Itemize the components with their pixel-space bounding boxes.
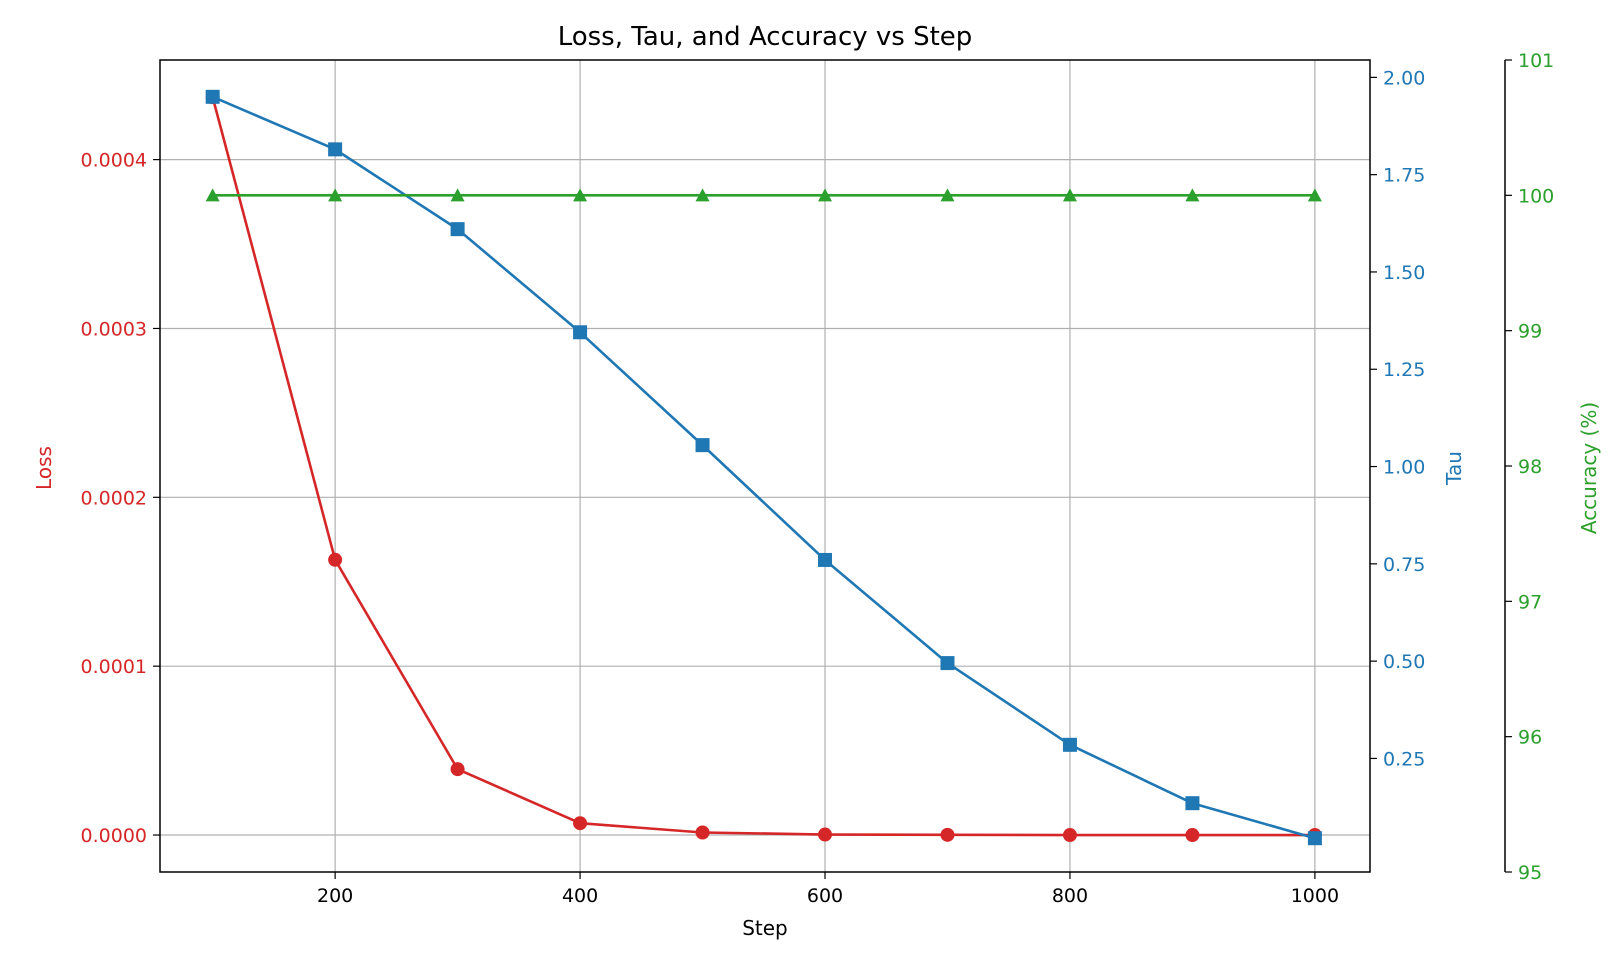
loss-point xyxy=(328,552,343,567)
loss-tick-label: 0.0003 xyxy=(81,318,147,340)
tau-point xyxy=(328,142,343,157)
tau-tick-label: 0.25 xyxy=(1383,748,1425,770)
chart-title: Loss, Tau, and Accuracy vs Step xyxy=(558,22,973,52)
tau-point xyxy=(818,552,833,567)
accuracy-tick-label: 96 xyxy=(1518,727,1542,749)
x-tick-label: 1000 xyxy=(1291,885,1339,907)
loss-tick-label: 0.0000 xyxy=(81,825,147,847)
loss-axis-label: Loss xyxy=(32,446,56,490)
loss-point xyxy=(450,762,465,777)
accuracy-tick-label: 100 xyxy=(1518,185,1554,207)
loss-tick-label: 0.0001 xyxy=(81,656,147,678)
tau-point xyxy=(1062,737,1077,752)
tau-tick-label: 1.25 xyxy=(1383,359,1425,381)
plot-frame xyxy=(159,59,1371,873)
grid xyxy=(160,60,1370,872)
x-tick-label: 200 xyxy=(317,885,353,907)
accuracy-point xyxy=(328,188,343,202)
accuracy-point xyxy=(1062,188,1077,202)
loss-point xyxy=(1062,828,1077,843)
loss-point xyxy=(818,827,833,842)
accuracy-point xyxy=(695,188,710,202)
accuracy-point xyxy=(1307,188,1322,202)
x-axis-label: Step xyxy=(742,916,788,940)
loss-point xyxy=(695,825,710,840)
tau-axis-label: Tau xyxy=(1442,451,1466,486)
tau-point xyxy=(1307,831,1322,846)
series-lines xyxy=(211,95,1316,840)
accuracy-point xyxy=(940,188,955,202)
tau-tick-label: 0.75 xyxy=(1383,554,1425,576)
loss-axis: 0.0000 0.0001 0.0002 0.0003 0.0004 xyxy=(81,150,160,847)
tau-point xyxy=(205,89,220,104)
accuracy-tick-label: 98 xyxy=(1518,456,1542,478)
x-tick-label: 600 xyxy=(807,885,843,907)
loss-tick-label: 0.0004 xyxy=(81,150,147,172)
loss-tick-label: 0.0002 xyxy=(81,487,147,509)
accuracy-tick-label: 101 xyxy=(1518,50,1554,72)
accuracy-point xyxy=(450,188,465,202)
accuracy-tick-label: 95 xyxy=(1518,862,1542,884)
accuracy-point xyxy=(1185,188,1200,202)
tau-tick-label: 1.00 xyxy=(1383,457,1425,479)
loss-point xyxy=(940,827,955,842)
loss-point xyxy=(1185,828,1200,843)
tau-tick-label: 1.50 xyxy=(1383,262,1425,284)
accuracy-axis-label: Accuracy (%) xyxy=(1577,402,1601,534)
accuracy-axis: 95 96 97 98 99 100 101 xyxy=(1504,50,1554,884)
tau-point xyxy=(573,325,588,340)
tau-point xyxy=(1185,796,1200,811)
loss-point xyxy=(573,816,588,831)
accuracy-point xyxy=(818,188,833,202)
x-tick-label: 400 xyxy=(562,885,598,907)
tau-point xyxy=(450,222,465,237)
tau-tick-label: 0.50 xyxy=(1383,651,1425,673)
tau-point xyxy=(940,656,955,671)
series-markers xyxy=(205,89,1322,846)
tau-tick-label: 2.00 xyxy=(1383,67,1425,89)
x-tick-label: 800 xyxy=(1052,885,1088,907)
x-axis: 200 400 600 800 1000 xyxy=(317,872,1339,907)
accuracy-tick-label: 97 xyxy=(1518,591,1542,613)
accuracy-point xyxy=(205,188,220,202)
accuracy-tick-label: 99 xyxy=(1518,321,1542,343)
loss-line xyxy=(211,96,1315,837)
tau-line xyxy=(212,95,1316,840)
accuracy-point xyxy=(573,188,588,202)
tau-axis: 0.25 0.50 0.75 1.00 1.25 1.50 1.75 2.00 xyxy=(1370,67,1425,770)
tau-tick-label: 1.75 xyxy=(1383,165,1425,187)
tau-point xyxy=(695,438,710,453)
